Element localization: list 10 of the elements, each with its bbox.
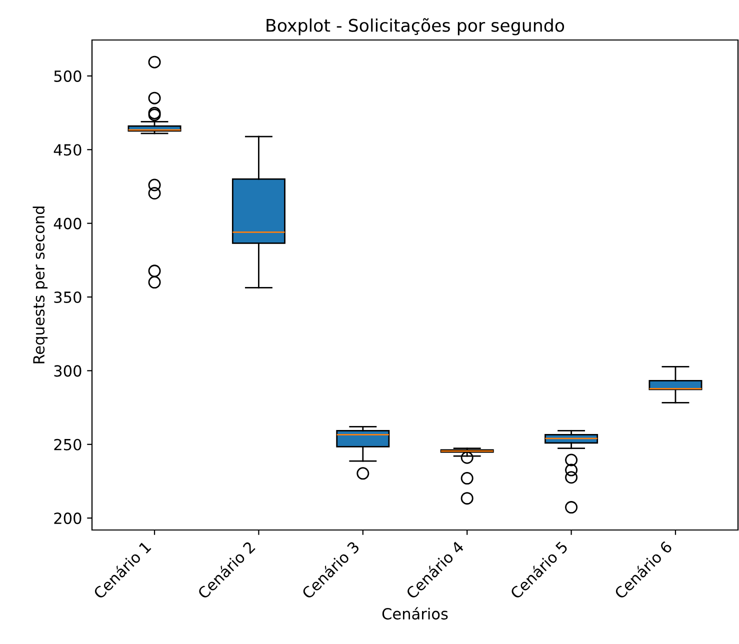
y-tick-label: 250 [54,438,82,450]
x-axis-title: Cenários [382,607,448,620]
y-tick-label: 400 [54,218,82,230]
chart-title: Boxplot - Solicitações por segundo [266,18,564,36]
y-tick-label: 200 [54,512,82,524]
y-tick-label: 450 [54,144,82,156]
y-axis-title: Requests per second [32,206,48,364]
y-tick-label: 300 [54,365,82,377]
y-tick-label: 500 [54,70,82,82]
y-tick-label: 350 [54,291,82,304]
